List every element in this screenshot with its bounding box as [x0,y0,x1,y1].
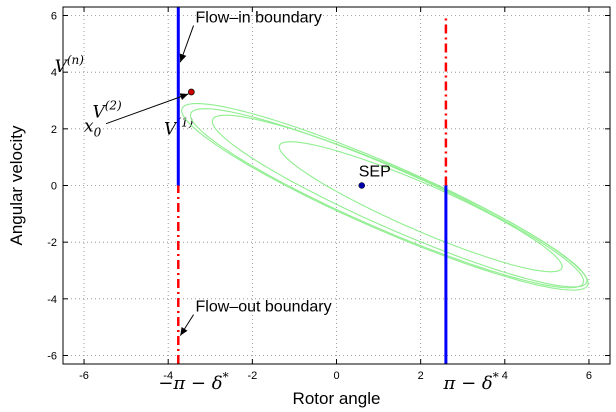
x-tick-label: -2 [247,370,257,382]
special-tick-label: π − δ* [443,370,499,394]
x-tick-label: 4 [502,370,508,382]
level-set-curves: V(1) V(2) V(n) [55,53,589,291]
sep-point [358,182,365,189]
x-tick-label: -4 [163,370,173,382]
level-set-curve [211,114,588,288]
y-tick-label: 0 [51,181,57,193]
annotations: x0 Flow–in boundary Flow–out boundary [84,10,332,336]
y-axis-label: Angular velocity [7,125,26,246]
y-tick-label: 6 [51,11,57,23]
flow-in-arrow-head [179,53,187,63]
level-set-label: V(1) [164,116,194,140]
boundaries [176,7,448,364]
x-tick-label: 0 [333,370,339,382]
level-set-curve [278,141,563,273]
x0-point [187,88,195,96]
points: SEP [187,88,391,189]
grid [63,7,610,364]
x-axis-label: Rotor angle [293,389,381,408]
y-tick-label: -6 [47,351,57,363]
level-set-label: V(n) [55,53,85,77]
y-tick-label: 2 [51,124,57,136]
ticks: -6 -4 -2 0 2 4 6 -6 -4 -2 0 2 4 6 −π − δ* π − δ* [47,7,610,394]
y-tick-label: -4 [47,294,57,306]
sep-label: SEP [359,164,391,181]
flow-out-arrow-head [180,327,188,336]
x-tick-label: -6 [79,370,89,382]
level-set-curve [189,108,585,289]
x0-arrow-line [105,93,189,125]
x0-label: x0 [84,117,102,140]
y-tick-label: -2 [47,237,57,249]
level-set-label: V(2) [92,99,122,123]
special-tick-label: −π − δ* [158,370,228,394]
y-tick-label: 4 [51,67,57,79]
level-set-curve [181,103,589,291]
flow-out-annotation: Flow–out boundary [196,299,332,316]
flow-in-annotation: Flow–in boundary [196,10,322,27]
x-tick-label: 2 [418,370,424,382]
x-tick-label: 6 [586,370,592,382]
x0-arrow-head [179,93,189,101]
